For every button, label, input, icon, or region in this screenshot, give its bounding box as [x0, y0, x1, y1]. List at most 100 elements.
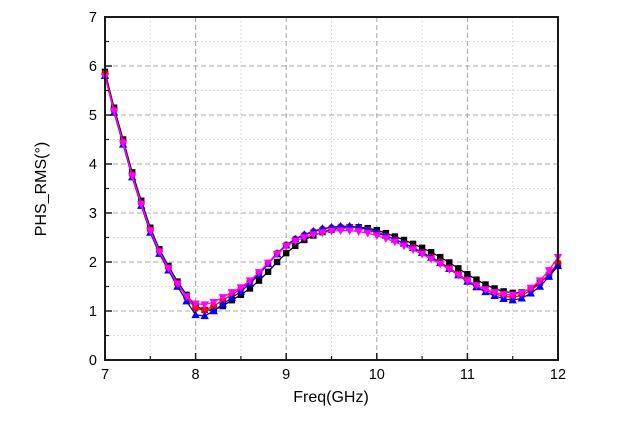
data-point-marker-triangle-down	[526, 284, 536, 293]
data-point-marker-triangle-up	[508, 295, 517, 304]
data-point-marker-triangle-down	[109, 107, 119, 116]
data-point-marker-triangle-down	[254, 269, 264, 277]
data-point-marker-triangle-down	[127, 172, 137, 181]
data-point-marker-triangle-down	[345, 227, 354, 236]
data-point-marker-triangle-down	[390, 238, 400, 247]
data-point-marker-triangle-down	[137, 200, 146, 209]
data-point-marker-triangle-down	[445, 266, 454, 274]
data-point-marker-triangle-up	[526, 288, 536, 297]
data-point-marker-triangle-up	[209, 306, 218, 315]
data-point-marker-triangle-down	[318, 229, 327, 237]
data-point-marker-triangle-up	[544, 272, 554, 280]
x-tick-label: 12	[550, 367, 566, 383]
y-tick-label: 3	[89, 206, 97, 222]
data-point-marker-triangle-down	[182, 293, 191, 301]
data-point-marker-triangle-down	[354, 228, 363, 237]
x-tick-label: 8	[192, 367, 200, 383]
data-point-marker-triangle-up	[535, 282, 545, 290]
data-point-marker-triangle-down	[245, 277, 255, 286]
data-point-marker-triangle-down	[282, 243, 291, 251]
data-point-marker-triangle-down	[263, 259, 273, 268]
data-point-marker-triangle-down	[381, 235, 391, 243]
y-axis-label: PHS_RMS(°)	[33, 142, 50, 236]
data-point-marker-triangle-down	[508, 291, 517, 300]
data-point-marker-triangle-down	[535, 277, 545, 286]
data-point-marker-triangle-up	[227, 293, 237, 301]
x-tick-label: 10	[369, 367, 385, 383]
data-point-marker-triangle-down	[227, 289, 237, 297]
data-point-marker-triangle-up	[218, 299, 227, 308]
data-point-marker-triangle-down	[236, 284, 246, 292]
y-tick-label: 6	[89, 59, 97, 75]
data-point-marker-triangle-down	[454, 272, 463, 280]
tick-layer	[104, 16, 559, 361]
y-tick-label: 2	[89, 255, 97, 271]
data-point-marker-triangle-down	[363, 229, 372, 238]
data-point-marker-triangle-down	[426, 255, 436, 264]
data-point-marker-triangle-down	[463, 277, 472, 286]
data-point-marker-square	[292, 242, 299, 250]
data-point-marker-square	[273, 258, 281, 266]
data-point-marker-triangle-down	[146, 227, 155, 236]
series-blue-triangles-up-line	[104, 75, 559, 317]
data-point-marker-square	[437, 253, 444, 261]
y-tick-label: 1	[89, 304, 97, 320]
data-point-marker-triangle-down	[372, 232, 381, 240]
data-point-marker-triangle-up	[517, 293, 526, 302]
data-point-marker-triangle-down	[517, 289, 526, 298]
data-point-marker-square	[455, 265, 462, 272]
data-point-marker-square	[446, 259, 453, 266]
data-point-marker-triangle-down	[544, 267, 554, 275]
data-point-marker-triangle-down	[336, 227, 345, 236]
grid-layer	[105, 17, 558, 360]
y-tick-label: 5	[89, 108, 97, 124]
series-layer	[100, 68, 563, 320]
data-point-marker-triangle-down	[191, 300, 200, 309]
data-point-marker-triangle-down	[490, 289, 499, 297]
data-point-marker-square	[264, 268, 272, 275]
data-point-marker-square	[491, 285, 498, 292]
x-axis-label: Freq(GHz)	[293, 389, 369, 406]
data-point-marker-triangle-down	[436, 260, 445, 269]
data-point-marker-square	[464, 271, 471, 278]
x-tick-label: 11	[460, 367, 475, 383]
data-point-marker-triangle-down	[327, 227, 336, 236]
series-magenta-triangles-down	[100, 73, 563, 310]
x-tick-label: 9	[282, 367, 290, 383]
data-point-marker-square	[237, 291, 245, 299]
data-point-marker-triangle-down	[408, 246, 418, 255]
data-point-marker-triangle-down	[399, 242, 409, 251]
data-point-marker-circle	[192, 305, 200, 313]
y-tick-label: 4	[89, 157, 97, 173]
data-point-marker-triangle-down	[164, 265, 173, 273]
data-point-marker-circle	[201, 306, 209, 314]
data-point-marker-triangle-down	[291, 237, 300, 246]
x-tick-label: 7	[101, 367, 109, 383]
data-point-marker-triangle-down	[200, 301, 209, 310]
data-point-marker-triangle-down	[309, 231, 318, 239]
data-point-marker-triangle-down	[173, 280, 182, 288]
data-point-marker-square	[246, 285, 254, 292]
data-point-marker-square	[427, 249, 435, 256]
data-point-marker-triangle-down	[499, 291, 508, 299]
data-point-marker-square	[418, 244, 426, 251]
data-point-marker-triangle-up	[191, 310, 200, 319]
data-point-marker-square	[473, 276, 480, 283]
data-point-marker-square	[283, 249, 290, 257]
data-point-marker-triangle-down	[472, 282, 481, 290]
y-tick-label: 7	[89, 10, 97, 26]
y-tick-label: 0	[89, 353, 97, 369]
data-point-marker-triangle-down	[209, 298, 218, 307]
data-point-marker-triangle-down	[481, 286, 490, 294]
data-point-marker-triangle-down	[272, 250, 282, 259]
data-point-marker-square	[255, 277, 263, 284]
data-point-marker-triangle-down	[155, 248, 164, 257]
data-point-marker-square	[482, 281, 489, 288]
data-point-marker-triangle-down	[218, 294, 227, 302]
data-point-marker-triangle-down	[417, 250, 427, 259]
data-point-marker-triangle-down	[300, 234, 309, 242]
data-point-marker-triangle-down	[118, 139, 128, 148]
